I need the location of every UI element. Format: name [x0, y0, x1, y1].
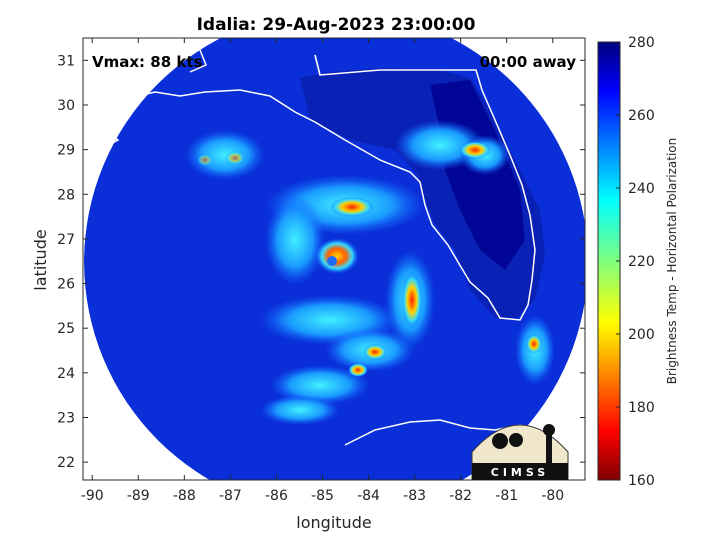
colorbar-tick-label: 200: [628, 327, 655, 343]
x-tick-label: -81: [495, 488, 518, 504]
cuba-outline: [344, 419, 585, 446]
x-tick-label: -90: [81, 488, 104, 504]
colorbar-tick-label: 240: [628, 181, 655, 197]
state-line-1: [314, 54, 321, 76]
logo-dish-1: [492, 433, 508, 449]
convection-ne: [459, 141, 491, 159]
colorbar-ticks: 160 180 200 220 240 260 280: [616, 35, 655, 489]
rainband-southwest: [270, 365, 370, 405]
colorbar: 160 180 200 220 240 260 280 Brightness Temp - …: [597, 35, 679, 489]
logo-tower-top: [543, 424, 555, 436]
cimss-logo: CIMSS: [471, 424, 569, 481]
y-tick-label: 23: [57, 410, 75, 426]
convection-band-2: [363, 344, 387, 360]
convection-gulf-west-2: [197, 154, 213, 166]
cloud-gulf-west: [185, 130, 265, 180]
x-tick-label: -84: [357, 488, 380, 504]
colorbar-tick-label: 280: [628, 35, 655, 51]
y-tick-label: 22: [57, 455, 75, 471]
x-tick-label: -87: [219, 488, 242, 504]
state-line-2: [189, 49, 207, 73]
logo-dish-2: [509, 433, 523, 447]
x-tick-label: -88: [173, 488, 196, 504]
microwave-swath: [84, 38, 585, 480]
louisiana-outline: [83, 119, 120, 151]
x-tick-label: -83: [403, 488, 426, 504]
rainband-northwest: [265, 195, 325, 285]
yucatan-outline: [83, 409, 121, 426]
x-tick-label: -89: [127, 488, 150, 504]
convection-band-1: [402, 272, 422, 328]
x-tick-label: -85: [311, 488, 334, 504]
x-ticks: -90 -89 -88 -87 -86 -85 -84 -83 -82 -81 -80: [81, 38, 564, 504]
cloud-south: [260, 395, 340, 425]
vmax-label: Vmax: 88 kts: [92, 53, 202, 71]
colorbar-tick-label: 260: [628, 108, 655, 124]
logo-tower: [546, 426, 552, 463]
gulf-coast-outline: [83, 54, 536, 321]
convection-bahamas: [526, 334, 542, 354]
time-away-label: 00:00 away: [480, 53, 577, 71]
y-tick-label: 27: [57, 232, 75, 248]
colorbar-tick-label: 180: [628, 400, 655, 416]
eye-core: [315, 238, 359, 274]
coastlines: [83, 49, 585, 446]
y-tick-label: 29: [57, 143, 75, 159]
plot-frame: [82, 37, 586, 481]
y-ticks: 22 23 24 25 26 27 28 29 30 31: [57, 53, 585, 471]
y-tick-label: 26: [57, 277, 75, 293]
y-tick-label: 25: [57, 321, 75, 337]
x-tick-label: -82: [449, 488, 472, 504]
colorbar-label: Brightness Temp - Horizontal Polarizatio…: [665, 138, 679, 385]
convection-north: [330, 197, 374, 217]
y-tick-label: 31: [57, 53, 75, 69]
plot-area: -90 -89 -88 -87 -86 -85 -84 -83 -82 -81 -80 22 23 24…: [57, 37, 586, 504]
convection-gulf-west: [225, 151, 245, 165]
y-axis-label: latitude: [31, 229, 50, 290]
colorbar-tick-label: 220: [628, 254, 655, 270]
y-tick-label: 30: [57, 98, 75, 114]
x-axis-label: longitude: [296, 513, 371, 532]
y-tick-label: 24: [57, 366, 75, 382]
colorbar-tick-label: 160: [628, 473, 655, 489]
chart-title: Idalia: 29-Aug-2023 23:00:00: [197, 15, 476, 35]
convection-band-3: [348, 363, 368, 377]
x-tick-label: -80: [541, 488, 564, 504]
eye: [327, 256, 337, 266]
logo-text: CIMSS: [491, 466, 549, 479]
y-tick-label: 28: [57, 187, 75, 203]
logo-band: [472, 463, 568, 480]
x-tick-label: -86: [265, 488, 288, 504]
